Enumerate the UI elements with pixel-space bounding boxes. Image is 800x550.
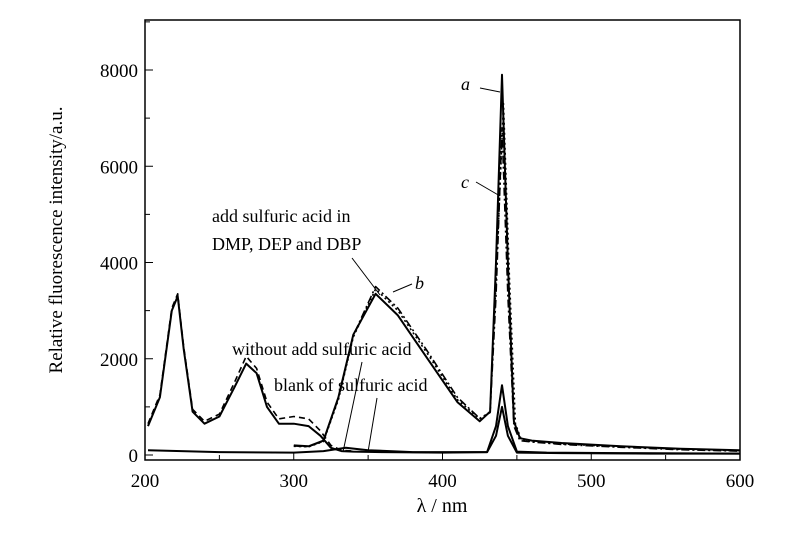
annotation-a: a (461, 74, 470, 94)
annotation-add-acid-line1: add sulfuric acid in (212, 206, 350, 226)
x-tick-label: 600 (726, 471, 755, 492)
series-line-without-add-sulfuric-acid (147, 295, 741, 455)
annotation-without-acid: without add sulfuric acid (232, 339, 411, 359)
series-line-b (293, 127, 741, 452)
series-line-c (293, 102, 741, 452)
annotation-c: c (461, 172, 469, 192)
y-tick-label: 0 (129, 446, 139, 467)
annotation-blank: blank of sulfuric acid (274, 375, 427, 395)
leader-lines (342, 87, 501, 453)
x-axis-label: λ / nm (417, 495, 468, 517)
y-axis-label: Relative fluorescence intensity/a.u. (46, 107, 67, 374)
y-tick-label: 8000 (100, 61, 138, 82)
y-tick-label: 6000 (100, 157, 138, 178)
x-tick-label: 400 (428, 471, 457, 492)
x-tick-label: 200 (131, 471, 160, 492)
x-tick-label: 300 (280, 471, 309, 492)
annotation-b: b (415, 273, 424, 293)
series-line-blank-of-sulfuric-acid (147, 405, 740, 455)
y-tick-label: 2000 (100, 350, 138, 371)
series-line-without-add-sulfuric-acid-dashed- (147, 292, 354, 452)
annotation-add-acid-line2: DMP, DEP and DBP (212, 234, 361, 254)
y-tick-label: 4000 (100, 254, 138, 275)
x-tick-label: 500 (577, 471, 606, 492)
